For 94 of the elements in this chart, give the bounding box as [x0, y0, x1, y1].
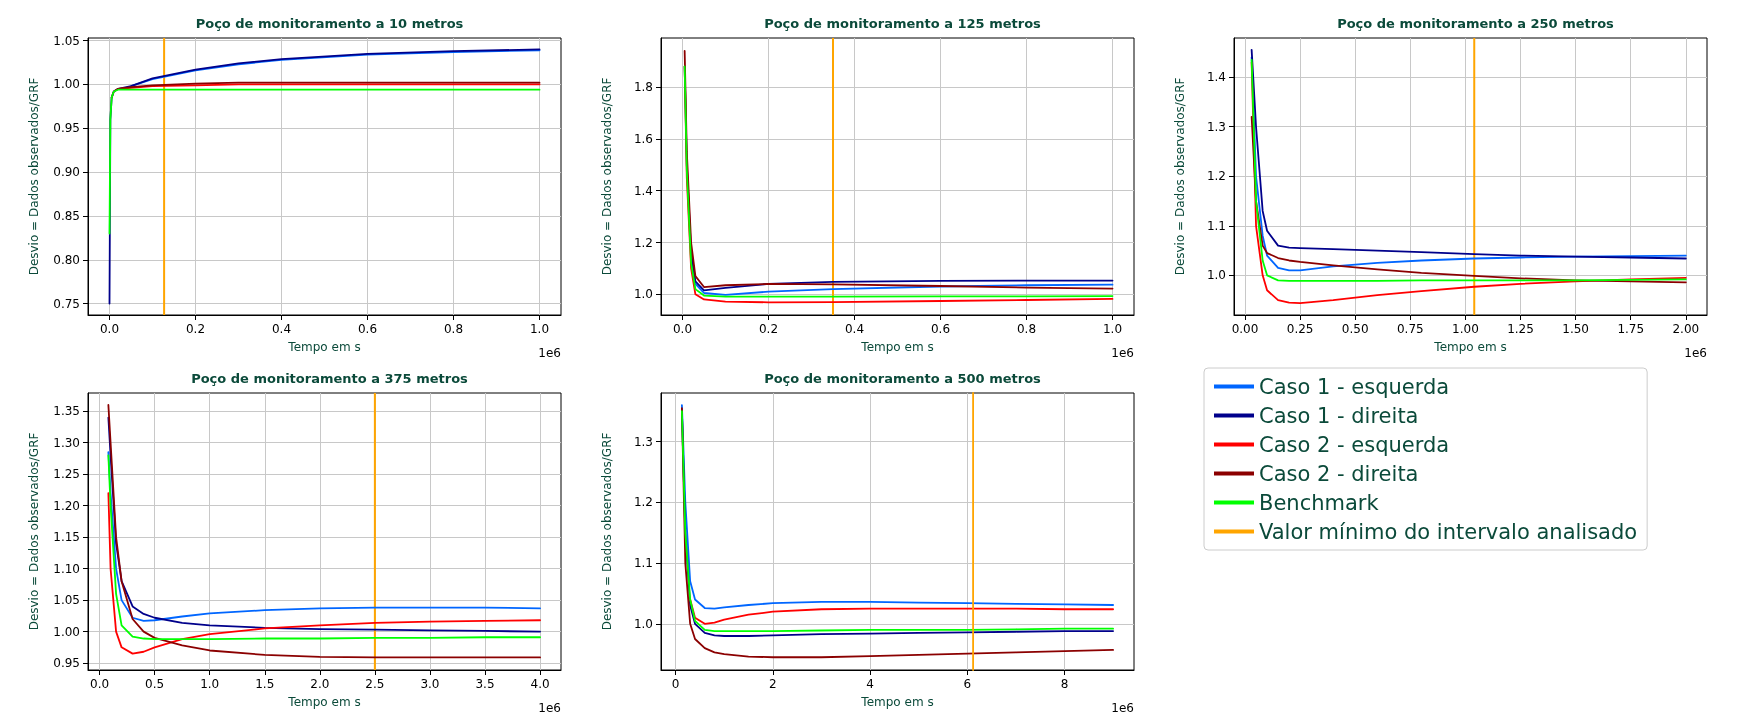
y-tick-label: 1.6	[633, 131, 653, 146]
text: 1e6	[1684, 346, 1707, 360]
y-tick-label: 1.00	[53, 77, 80, 92]
x-tick-label: 1.75	[1617, 322, 1645, 336]
y-tick-label: 1.00	[53, 624, 80, 639]
x-tick-label: 1.50	[1562, 322, 1589, 336]
y-tick-label: 1.0	[633, 287, 653, 302]
x-tick-label: 0.0	[90, 677, 110, 691]
line-series	[107, 492, 541, 655]
x-axis-title: Tempo em s	[860, 695, 934, 709]
chart-title: Poço de monitoramento a 125 metros	[764, 16, 1042, 31]
text: 1e6	[538, 346, 561, 360]
x-tick-label: 2.0	[310, 677, 330, 691]
x-tick-label: 4.0	[530, 677, 550, 691]
y-tick-label: 1.4	[1206, 70, 1226, 85]
chart-title: Poço de monitoramento a 500 metros	[764, 371, 1042, 386]
y-tick-label: 0.85	[53, 208, 80, 223]
legend-label: Benchmark	[1259, 490, 1380, 515]
chart-title: Poço de monitoramento a 375 metros	[191, 371, 469, 386]
x-tick-label: 2.5	[365, 677, 385, 691]
line-series	[1250, 115, 1687, 284]
y-tick-label: 0.80	[53, 252, 80, 267]
y-tick-label: 1.2	[1206, 169, 1226, 184]
legend-label: Caso 2 - esquerda	[1259, 432, 1450, 457]
x-axis-title: Tempo em s	[860, 340, 934, 354]
y-axis-title: Desvio = Dados observados/GRF	[1173, 77, 1187, 276]
y-axis-title: Desvio = Dados observados/GRF	[27, 77, 41, 276]
y-tick-label: 0.95	[53, 656, 80, 671]
y-tick-label: 1.35	[53, 404, 80, 419]
y-axis-title: Desvio = Dados observados/GRF	[600, 432, 614, 631]
x-tick-label: 2.00	[1672, 322, 1700, 336]
y-tick-label: 0.75	[53, 296, 80, 311]
chart-title: Poço de monitoramento a 10 metros	[195, 16, 464, 31]
y-tick-label: 1.3	[633, 434, 653, 449]
legend-label: Caso 1 - esquerda	[1259, 374, 1450, 399]
y-axis-title: Desvio = Dados observados/GRF	[600, 77, 614, 276]
legend-label: Caso 2 - direita	[1259, 461, 1419, 486]
x-tick-label: 4	[866, 677, 874, 691]
x-tick-label: 1.5	[255, 677, 275, 691]
x-tick-label: 1.0	[200, 677, 220, 691]
y-tick-label: 1.4	[633, 183, 653, 198]
y-tick-label: 1.2	[633, 495, 653, 510]
y-tick-label: 1.2	[633, 235, 653, 250]
y-axis-title: Desvio = Dados observados/GRF	[27, 432, 41, 631]
x-tick-label: 1.0	[1102, 322, 1123, 336]
y-tick-label: 1.30	[53, 435, 80, 450]
x-axis-title: Tempo em s	[1433, 340, 1507, 354]
x-tick-label: 0.25	[1286, 322, 1314, 336]
text: 1e6	[1111, 701, 1134, 715]
x-tick-label: 0.00	[1231, 322, 1259, 336]
x-tick-label: 0.0	[672, 322, 693, 336]
y-tick-label: 1.05	[53, 33, 80, 48]
x-tick-label: 8	[1060, 677, 1069, 691]
x-tick-label: 3.5	[475, 677, 495, 691]
x-tick-label: 0.6	[357, 322, 378, 336]
x-tick-label: 0.0	[99, 322, 120, 336]
x-tick-label: 0	[671, 677, 680, 691]
y-tick-label: 1.0	[633, 616, 653, 631]
x-tick-label: 0.2	[758, 322, 779, 336]
x-tick-label: 0.75	[1396, 322, 1424, 336]
y-tick-label: 1.25	[53, 467, 80, 482]
y-tick-label: 1.0	[1206, 268, 1226, 283]
x-tick-label: 0.4	[271, 322, 292, 336]
y-tick-label: 1.05	[53, 593, 80, 608]
chart-title: Poço de monitoramento a 250 metros	[1337, 16, 1615, 31]
x-tick-label: 0.6	[930, 322, 951, 336]
x-tick-label: 0.8	[443, 322, 464, 336]
y-tick-label: 1.20	[53, 498, 80, 513]
x-tick-label: 0.5	[145, 677, 165, 691]
x-tick-label: 0.50	[1341, 322, 1369, 336]
y-tick-label: 0.90	[53, 165, 80, 180]
y-tick-label: 1.3	[1206, 119, 1226, 134]
text: 1e6	[1111, 346, 1134, 360]
x-tick-label: 0.2	[185, 322, 206, 336]
y-tick-label: 1.8	[633, 80, 653, 95]
x-tick-label: 2	[768, 677, 777, 691]
legend-label: Valor mínimo do intervalo analisado	[1259, 519, 1638, 544]
y-tick-label: 1.1	[633, 556, 653, 571]
x-tick-label: 0.8	[1016, 322, 1037, 336]
text: 1e6	[538, 701, 561, 715]
legend-label: Caso 1 - direita	[1259, 403, 1419, 428]
x-tick-label: 1.00	[1452, 322, 1479, 336]
y-tick-label: 1.1	[1206, 218, 1226, 233]
x-tick-label: 6	[963, 677, 972, 691]
y-tick-label: 0.95	[53, 121, 80, 136]
y-tick-label: 1.10	[53, 561, 80, 576]
y-tick-label: 1.15	[53, 530, 80, 545]
line-series	[108, 88, 541, 235]
x-tick-label: 1.0	[529, 322, 550, 336]
x-tick-label: 0.4	[844, 322, 865, 336]
x-axis-title: Tempo em s	[287, 340, 361, 354]
x-tick-label: 1.25	[1507, 322, 1534, 336]
x-tick-label: 3.0	[420, 677, 440, 691]
x-axis-title: Tempo em s	[287, 695, 361, 709]
